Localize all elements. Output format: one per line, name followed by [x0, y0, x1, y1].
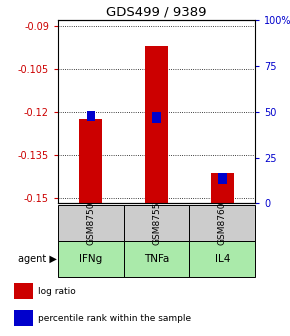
Text: GSM8755: GSM8755: [152, 201, 161, 245]
Bar: [14, 283, 33, 299]
Bar: [124, 205, 189, 241]
Title: GDS499 / 9389: GDS499 / 9389: [106, 6, 207, 19]
Text: percentile rank within the sample: percentile rank within the sample: [38, 313, 191, 323]
Bar: [189, 205, 255, 241]
Text: IL4: IL4: [215, 254, 230, 264]
Text: GSM8760: GSM8760: [218, 201, 227, 245]
Text: TNFa: TNFa: [144, 254, 169, 264]
Bar: [218, 173, 226, 184]
Bar: [211, 173, 234, 203]
Bar: [145, 46, 168, 203]
Bar: [14, 310, 33, 326]
Bar: [152, 113, 161, 123]
Bar: [58, 241, 124, 277]
Text: GSM8750: GSM8750: [86, 201, 95, 245]
Text: IFNg: IFNg: [79, 254, 102, 264]
Bar: [87, 111, 95, 121]
Bar: [79, 119, 102, 203]
Bar: [58, 205, 124, 241]
Text: agent ▶: agent ▶: [18, 254, 57, 264]
Text: log ratio: log ratio: [38, 287, 76, 296]
Bar: [124, 241, 189, 277]
Bar: [189, 241, 255, 277]
